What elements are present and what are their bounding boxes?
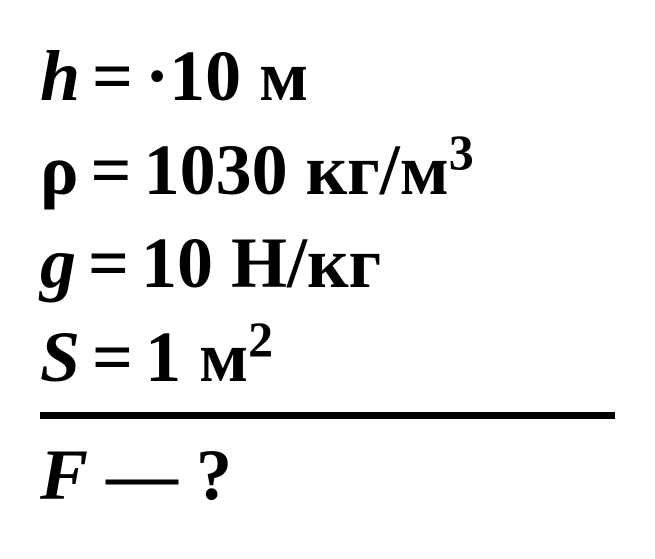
unit-h: м xyxy=(259,30,308,124)
given-line: S = 1 м2 xyxy=(40,311,615,405)
symbol-s: S xyxy=(40,311,80,405)
unit-g: Н/кг xyxy=(231,217,381,311)
unit-sup: 3 xyxy=(449,124,474,180)
unit-s: м2 xyxy=(199,311,273,405)
physics-given-block: h = ·10 м ρ = 1030 кг/м3 g = 10 Н/кг S =… xyxy=(40,30,615,523)
unit-sup: 2 xyxy=(248,311,273,367)
unit-rho: кг/м3 xyxy=(306,124,474,218)
value-s: 1 xyxy=(145,311,181,405)
given-line: g = 10 Н/кг xyxy=(40,217,615,311)
value-rho: 1030 xyxy=(144,124,288,218)
given-line: h = ·10 м xyxy=(40,30,615,124)
space xyxy=(181,311,199,405)
value-h: ·10 xyxy=(145,30,241,124)
symbol-h: h xyxy=(40,30,80,124)
space xyxy=(241,30,259,124)
unit-base: кг/м xyxy=(306,130,449,210)
equals-sign: = xyxy=(92,30,133,124)
space xyxy=(288,124,306,218)
symbol-g: g xyxy=(40,217,76,311)
unknown-line: F — ? xyxy=(40,429,615,523)
equals-sign: = xyxy=(91,124,132,218)
given-line: ρ = 1030 кг/м3 xyxy=(40,124,615,218)
space xyxy=(213,217,231,311)
symbol-f: F xyxy=(40,429,88,523)
dash: — xyxy=(106,429,178,523)
divider-line xyxy=(40,412,615,419)
question-mark: ? xyxy=(196,429,232,523)
symbol-rho: ρ xyxy=(40,124,79,218)
equals-sign: = xyxy=(92,311,133,405)
equals-sign: = xyxy=(88,217,129,311)
unit-base: м xyxy=(199,317,248,397)
value-g: 10 xyxy=(141,217,213,311)
